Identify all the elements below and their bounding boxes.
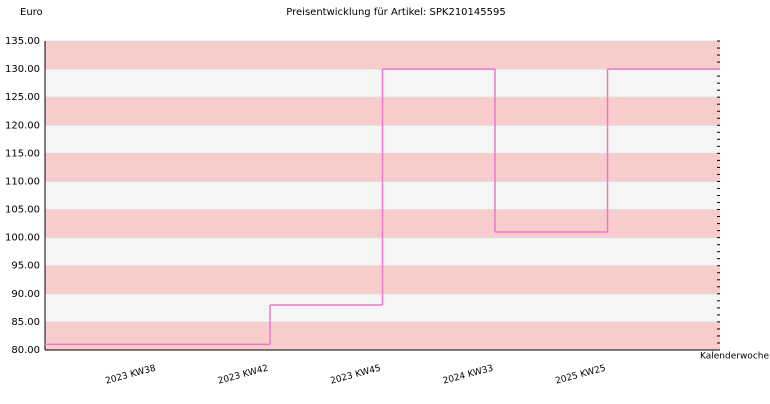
y-tick-label: 90.00 [11,289,40,300]
y-tick-label: 115.00 [5,148,40,159]
y-tick-label: 95.00 [11,261,40,272]
background-band [45,41,720,70]
chart-title: Preisentwicklung für Artikel: SPK2101455… [286,7,505,18]
y-axis-label: Euro [20,7,43,18]
x-tick-label: 2024 KW33 [442,364,495,387]
x-tick-label: 2023 KW42 [217,364,270,387]
y-tick-label: 130.00 [5,64,40,75]
y-tick-label: 85.00 [11,317,40,328]
y-tick-label: 80.00 [11,345,40,356]
x-tick-label: 2023 KW38 [104,364,157,387]
y-tick-label: 120.00 [5,120,40,131]
y-tick-label: 125.00 [5,92,40,103]
y-tick-label: 110.00 [5,176,40,187]
y-tick-label: 100.00 [5,233,40,244]
background-band [45,321,720,350]
y-tick-label: 105.00 [5,205,40,216]
x-axis-label: Kalenderwoche [700,352,769,362]
x-tick-label: 2025 KW25 [554,364,607,387]
y-tick-label: 135.00 [5,36,40,47]
x-tick-label: 2023 KW45 [329,364,382,387]
